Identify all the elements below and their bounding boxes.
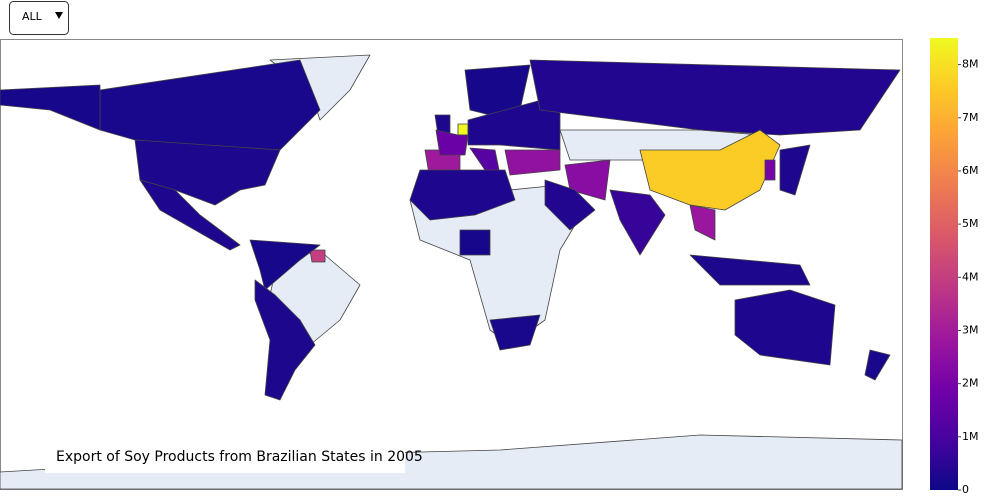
region xyxy=(689,204,716,241)
region xyxy=(764,159,776,181)
region xyxy=(529,59,901,136)
colorbar-tick-label: 4M xyxy=(962,270,979,283)
region xyxy=(254,279,316,401)
colorbar-tick-label: 8M xyxy=(962,58,979,71)
region xyxy=(504,149,561,176)
dropdown-arrow[interactable] xyxy=(55,12,63,19)
region xyxy=(457,123,469,136)
colorbar-tick-label: 5M xyxy=(962,217,979,230)
region xyxy=(309,249,326,263)
colorbar-tick-label: 6M xyxy=(962,164,979,177)
dropdown-label[interactable]: ALL xyxy=(22,10,43,23)
region xyxy=(544,179,596,231)
colorbar xyxy=(930,38,958,490)
colorbar-tick-label: 3M xyxy=(962,323,979,336)
colorbar-tick-label: 0 xyxy=(962,483,969,496)
region xyxy=(734,289,836,366)
colorbar-tick-label: 2M xyxy=(962,377,979,390)
region xyxy=(249,239,321,291)
region xyxy=(459,229,491,256)
region xyxy=(609,189,666,256)
colorbar-tick-label: 7M xyxy=(962,111,979,124)
region xyxy=(639,129,781,211)
dropdown-box[interactable] xyxy=(9,1,69,35)
region xyxy=(139,179,241,251)
region xyxy=(435,129,469,156)
title-background xyxy=(45,445,405,473)
region xyxy=(864,349,891,381)
region xyxy=(0,84,101,131)
colorbar-tick-label: 1M xyxy=(962,430,979,443)
region xyxy=(409,169,516,221)
chart-title: Export of Soy Products from Brazilian St… xyxy=(56,449,423,465)
region xyxy=(489,314,541,351)
region xyxy=(689,254,811,286)
region xyxy=(564,159,611,201)
dropdown[interactable]: ALL xyxy=(9,1,69,35)
region xyxy=(779,144,811,196)
